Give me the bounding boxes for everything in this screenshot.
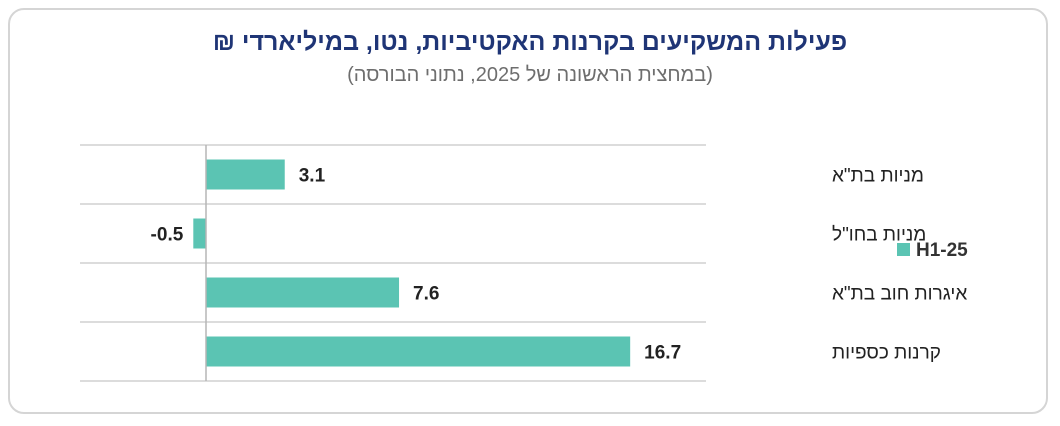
bar xyxy=(206,159,285,190)
legend-swatch xyxy=(897,243,910,256)
category-label: מניות בת"א xyxy=(832,166,924,187)
data-label: 16.7 xyxy=(644,343,681,364)
chart-subtitle: (במחצית הראשונה של 2025, נתוני הבורסה) xyxy=(347,64,713,86)
legend-label: H1-25 xyxy=(916,240,968,261)
bar xyxy=(206,336,631,367)
category-label: איגרות חוב בת"א xyxy=(832,284,967,305)
data-label: 7.6 xyxy=(413,284,439,305)
bar xyxy=(193,218,206,249)
data-label: -0.5 xyxy=(151,225,184,246)
category-label: מניות בחו"ל xyxy=(832,225,926,246)
category-label: קרנות כספיות xyxy=(832,343,941,364)
chart-title: פעילות המשקיעים בקרנות האקטיביות, נטו, ב… xyxy=(212,28,848,56)
bar xyxy=(206,277,400,308)
data-label: 3.1 xyxy=(299,166,326,187)
